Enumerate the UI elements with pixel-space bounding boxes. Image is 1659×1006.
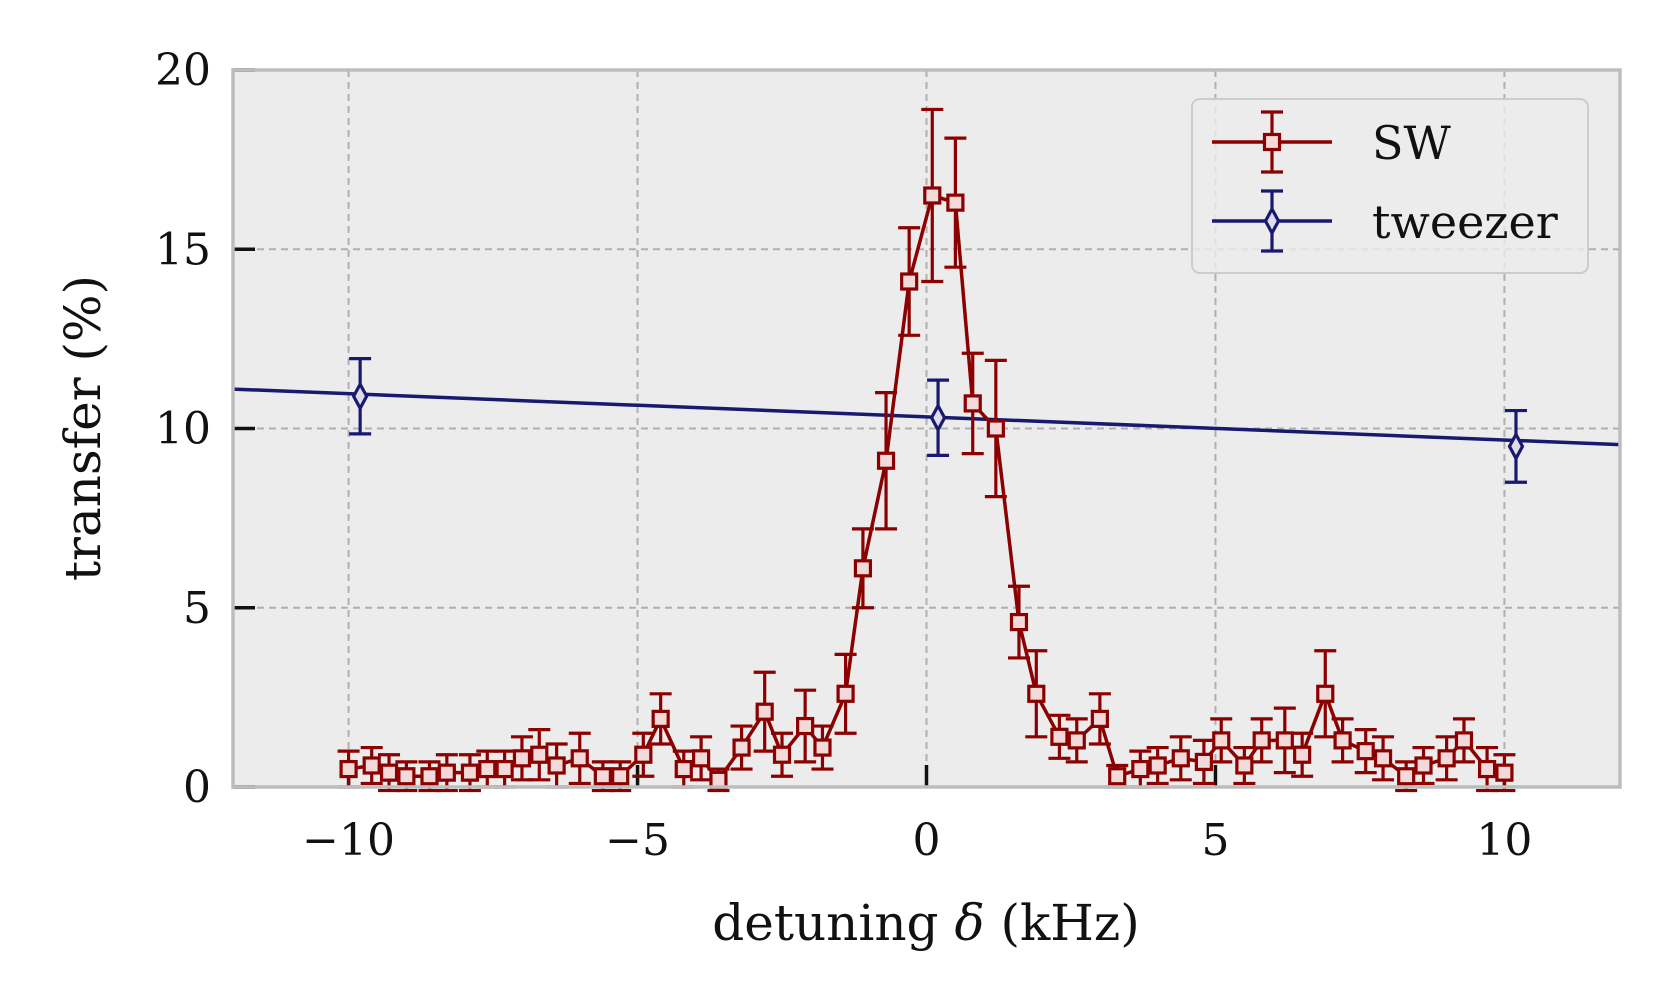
sw-point xyxy=(1050,727,1069,746)
y-tick-label: 15 xyxy=(155,224,211,275)
legend-tweezer-symbol xyxy=(1212,189,1332,253)
tweezer-point xyxy=(351,380,369,412)
sw-point xyxy=(1414,756,1433,775)
sw-point xyxy=(379,763,399,782)
sw-point xyxy=(772,745,792,764)
sw-point xyxy=(674,759,693,779)
sw-point xyxy=(1067,731,1086,750)
sw-point xyxy=(1212,731,1231,750)
sw-point xyxy=(1495,763,1514,782)
sw-point xyxy=(1333,731,1352,750)
sw-point xyxy=(1477,759,1497,779)
legend-sw-label: SW xyxy=(1372,116,1452,170)
tweezer-point xyxy=(929,402,947,434)
sw-point xyxy=(547,756,566,775)
sw-point xyxy=(853,559,873,578)
sw-point xyxy=(634,745,653,764)
series-layer xyxy=(232,107,1621,793)
x-tick-label: 10 xyxy=(1476,815,1532,866)
x-tick-label: 5 xyxy=(1201,815,1229,866)
sw-point xyxy=(593,767,612,786)
sw-point xyxy=(1293,745,1312,764)
sw-point xyxy=(692,749,711,768)
legend-tweezer-label: tweezer xyxy=(1372,195,1558,249)
sw-point xyxy=(900,272,919,291)
sw-point xyxy=(836,684,855,703)
sw-point xyxy=(420,767,439,786)
sw-point xyxy=(1454,731,1474,750)
sw-point xyxy=(1252,731,1271,750)
y-tick-label: 10 xyxy=(155,404,211,455)
sw-point xyxy=(611,767,630,786)
sw-point xyxy=(1437,749,1456,768)
sw-point xyxy=(570,749,589,768)
series-sw xyxy=(337,107,1516,793)
sw-point xyxy=(1027,684,1046,703)
sw-point xyxy=(651,709,670,728)
sw-point xyxy=(1397,767,1416,786)
y-axis-label: transfer (%) xyxy=(54,275,112,581)
sw-point xyxy=(437,763,456,782)
x-axis-label: detuning δ (kHz) xyxy=(712,894,1139,952)
sw-point xyxy=(1009,612,1029,632)
sw-point xyxy=(478,759,497,779)
sw-point xyxy=(1373,749,1393,768)
x-tick-label: 0 xyxy=(913,815,941,866)
sw-point xyxy=(1090,709,1109,728)
sw-point xyxy=(732,738,751,757)
tick-labels: −10 −5 0 5 10 0 5 10 15 20 xyxy=(155,45,1532,866)
sw-point xyxy=(813,738,832,757)
sw-point xyxy=(512,749,532,768)
sw-point xyxy=(1356,742,1375,761)
x-tick-label: −5 xyxy=(605,815,670,866)
sw-point xyxy=(1194,752,1214,772)
sw-point xyxy=(339,759,358,779)
sw-point xyxy=(946,193,965,212)
sw-point xyxy=(1235,756,1254,775)
sw-point xyxy=(495,759,514,779)
sw-point xyxy=(1108,767,1127,786)
legend-sw-marker xyxy=(1262,132,1282,152)
sw-point xyxy=(963,394,982,413)
sw-point xyxy=(460,763,480,782)
series-tweezer xyxy=(232,356,1621,484)
sw-point xyxy=(1275,731,1294,750)
legend-sw-symbol xyxy=(1212,110,1332,174)
sw-point xyxy=(1148,756,1167,775)
tweezer-line xyxy=(232,387,1621,447)
y-tick-label: 20 xyxy=(155,45,211,96)
sw-point xyxy=(923,186,942,205)
sw-point xyxy=(986,419,1005,438)
sw-point xyxy=(1171,749,1190,768)
legend-tweezer-marker xyxy=(1263,205,1281,237)
sw-point xyxy=(876,451,896,470)
sw-point xyxy=(530,745,549,764)
legend: SW tweezer xyxy=(1191,98,1589,274)
x-tick-label: −10 xyxy=(302,815,395,866)
tweezer-point xyxy=(1507,431,1525,462)
sw-point xyxy=(397,767,416,786)
y-tick-label: 0 xyxy=(183,762,211,813)
sw-point xyxy=(1131,759,1150,779)
sw-point xyxy=(1316,684,1335,703)
plot-frame xyxy=(231,68,1622,789)
sw-point xyxy=(362,756,381,775)
sw-point xyxy=(755,702,774,721)
sw-point xyxy=(796,716,815,736)
sw-point xyxy=(709,770,728,789)
y-tick-label: 5 xyxy=(183,583,211,634)
